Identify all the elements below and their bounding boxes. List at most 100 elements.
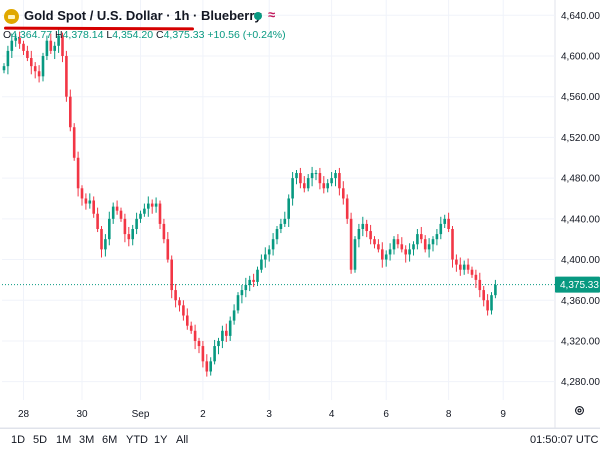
candle-body (264, 254, 267, 260)
candle-body (361, 223, 365, 230)
candle-body (100, 229, 103, 250)
candle-body (275, 229, 279, 240)
candle-body (303, 183, 306, 189)
candle-body (162, 223, 166, 240)
candle-body (478, 279, 482, 291)
candle-body (45, 40, 49, 56)
change-value: +10.56 (+0.24%) (207, 29, 286, 41)
candle-body (197, 340, 201, 347)
candle-body (57, 35, 60, 46)
candle-body (482, 290, 485, 301)
candle-body (232, 310, 236, 321)
candle-body (53, 45, 56, 51)
candle-body (225, 330, 228, 336)
candle-body (10, 40, 14, 51)
candle-body (342, 188, 345, 199)
candle-body (37, 71, 41, 77)
symbol-title[interactable]: Gold Spot / U.S. Dollar · 1h · Blueberry (24, 8, 262, 23)
candle-body (170, 259, 173, 291)
utc-clock[interactable]: 01:50:07 UTC (530, 434, 599, 446)
candle-body (22, 43, 25, 51)
close-label: C (156, 29, 164, 41)
candle-body (353, 239, 357, 270)
candle-body (291, 178, 294, 199)
candle-body (217, 340, 220, 347)
candle-body (447, 218, 450, 230)
candle-body (6, 50, 10, 67)
candle-body (427, 244, 431, 250)
candle-body (404, 249, 407, 255)
candle-body (330, 178, 333, 184)
candle-body (143, 208, 146, 214)
candle-body (388, 249, 392, 255)
candle-body (271, 239, 275, 250)
open-label: O (3, 29, 12, 41)
candle-body (400, 244, 404, 250)
candle-body (431, 239, 435, 245)
candle-body (178, 300, 181, 306)
candle-body (182, 305, 185, 316)
price-tick-label: 4,480.00 (561, 174, 600, 185)
time-tick-label: 2 (200, 409, 206, 420)
candle-body (310, 173, 314, 179)
candle-body (108, 218, 111, 240)
candle-body (154, 203, 158, 207)
range-button-ytd[interactable]: YTD (126, 434, 148, 446)
candle-body (248, 279, 251, 285)
candle-body (72, 127, 76, 158)
candle-body (349, 218, 353, 270)
candle-body (174, 290, 177, 301)
candle-body (69, 96, 72, 128)
range-button-3m[interactable]: 3M (79, 434, 95, 446)
settings-gear-icon[interactable] (574, 405, 585, 416)
candle-body (369, 231, 372, 240)
candle-body (322, 183, 326, 189)
candle-body (244, 284, 248, 291)
candle-body (474, 274, 478, 280)
range-button-all[interactable]: All (176, 434, 189, 446)
time-tick-label: 3 (266, 409, 272, 420)
price-tick-label: 4,520.00 (561, 133, 600, 144)
candle-body (65, 55, 68, 97)
range-button-1y[interactable]: 1Y (154, 434, 168, 446)
chart-legend: Gold Spot / U.S. Dollar · 1h · Blueberry… (0, 0, 555, 44)
high-label: H (54, 29, 63, 41)
candle-body (236, 295, 240, 311)
open-value: 4,364.77 (11, 29, 53, 41)
candle-body (392, 239, 396, 250)
candle-body (186, 315, 189, 326)
candle-body (299, 173, 302, 184)
candle-body (189, 325, 193, 331)
candle-body (260, 259, 263, 270)
candle-body (283, 218, 287, 224)
range-button-5d[interactable]: 5D (33, 434, 48, 446)
price-tick-label: 4,400.00 (561, 255, 600, 266)
time-tick-label: 8 (446, 409, 452, 420)
candle-body (373, 239, 376, 245)
candle-body (439, 223, 443, 235)
candle-body (166, 239, 170, 260)
range-button-6m[interactable]: 6M (102, 434, 118, 446)
candle-body (127, 234, 131, 240)
candles (2, 29, 497, 377)
candle-body (92, 200, 95, 214)
range-button-1d[interactable]: 1D (11, 434, 26, 446)
candle-body (158, 203, 162, 224)
candle-body (123, 218, 127, 235)
candle-body (26, 50, 29, 59)
low-value: 4,354.20 (112, 29, 154, 41)
candle-body (131, 229, 134, 240)
market-status-icon (254, 12, 262, 20)
candle-body (326, 183, 329, 189)
candle-body (412, 244, 415, 250)
range-toolbar (0, 428, 600, 452)
candle-body (314, 173, 318, 175)
candle-body (240, 290, 244, 296)
candle-body (80, 188, 84, 199)
time-tick-label: 9 (500, 409, 506, 420)
candle-body (443, 218, 446, 224)
range-button-1m[interactable]: 1M (56, 434, 72, 446)
candle-body (104, 239, 107, 250)
